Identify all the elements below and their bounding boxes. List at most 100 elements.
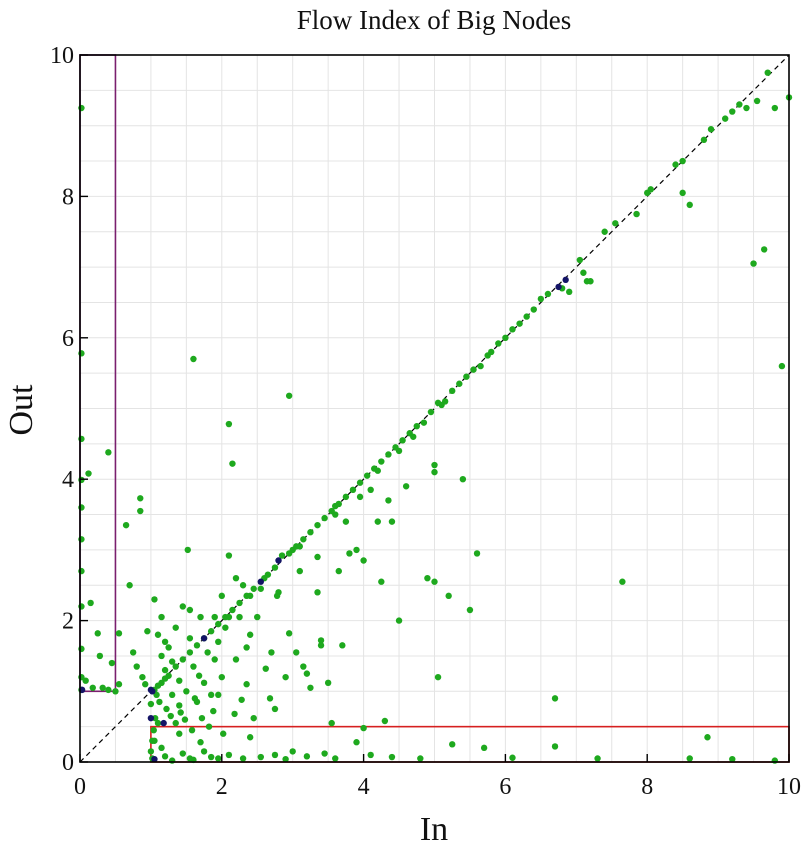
data-point	[516, 320, 523, 327]
data-point	[273, 592, 281, 600]
data-point	[374, 518, 381, 525]
data-point	[385, 497, 392, 504]
data-point	[78, 536, 85, 543]
data-point	[349, 486, 357, 494]
data-point	[87, 599, 94, 607]
data-point	[566, 288, 573, 296]
data-point	[402, 483, 410, 490]
data-point	[406, 430, 413, 437]
y-tick-label: 0	[62, 750, 74, 776]
data-point	[225, 751, 233, 759]
data-point	[238, 696, 245, 703]
data-point	[184, 546, 191, 554]
data-point	[229, 460, 236, 467]
data-point	[126, 582, 133, 589]
plot-frame	[79, 54, 790, 763]
data-point	[679, 189, 686, 197]
data-point	[271, 705, 279, 713]
data-point	[619, 578, 626, 585]
data-point	[268, 649, 275, 656]
data-point	[144, 628, 151, 635]
data-point	[207, 628, 215, 635]
data-point	[215, 638, 222, 646]
data-point	[232, 656, 240, 663]
data-point	[229, 606, 236, 614]
data-point	[262, 665, 269, 672]
data-point	[207, 691, 215, 699]
data-point	[239, 755, 247, 762]
data-point	[78, 350, 85, 357]
data-point	[176, 730, 183, 737]
data-point	[215, 755, 222, 762]
data-point	[289, 748, 296, 755]
data-point	[160, 719, 167, 727]
data-point	[285, 392, 293, 399]
data-point	[179, 656, 187, 663]
data-point	[721, 115, 729, 122]
data-point	[285, 630, 293, 637]
x-tick-label: 10	[777, 774, 801, 800]
data-point	[218, 673, 225, 681]
data-point	[239, 582, 247, 589]
data-point	[551, 743, 559, 750]
data-point	[335, 567, 342, 575]
data-point	[282, 755, 289, 763]
data-point	[736, 101, 743, 108]
data-point	[395, 617, 403, 624]
data-point	[530, 306, 537, 313]
data-point	[332, 755, 339, 762]
x-tick-label: 2	[216, 774, 228, 800]
data-point	[231, 710, 238, 718]
y-tick-label: 6	[62, 326, 74, 352]
data-point	[317, 642, 325, 649]
data-point	[188, 726, 196, 734]
x-tick-label: 6	[499, 774, 511, 800]
plot-border	[79, 54, 790, 763]
data-point	[385, 451, 392, 458]
data-point	[328, 719, 335, 727]
data-point	[399, 437, 406, 444]
data-point	[250, 585, 257, 592]
data-point	[282, 673, 289, 681]
data-point	[176, 677, 183, 684]
data-point	[463, 373, 470, 380]
data-point	[176, 702, 183, 709]
data-point	[105, 686, 112, 694]
data-point	[456, 380, 463, 387]
data-point	[78, 567, 85, 575]
data-point	[303, 670, 311, 677]
data-point	[168, 658, 176, 665]
data-point	[459, 476, 467, 483]
data-point	[78, 603, 85, 610]
data-point	[420, 419, 428, 426]
data-point	[210, 707, 217, 715]
data-point	[477, 362, 484, 370]
data-point	[743, 104, 750, 112]
data-point	[211, 613, 218, 621]
data-point	[704, 734, 711, 741]
data-point	[168, 691, 176, 699]
data-point	[587, 278, 594, 285]
data-point	[342, 493, 350, 501]
data-point	[647, 186, 654, 193]
data-point	[156, 698, 163, 706]
data-point	[321, 750, 328, 757]
data-point	[190, 663, 197, 670]
data-point	[342, 518, 350, 525]
data-point	[133, 663, 140, 670]
data-point	[434, 673, 442, 681]
y-axis-label: Out	[3, 384, 40, 436]
data-point	[374, 467, 381, 474]
data-point	[502, 334, 509, 341]
grid	[79, 54, 790, 763]
data-point	[147, 748, 155, 755]
data-point	[271, 751, 279, 759]
data-point	[168, 757, 176, 764]
data-point	[96, 652, 104, 660]
data-point	[750, 260, 757, 267]
data-point	[177, 709, 184, 716]
data-point	[186, 649, 194, 656]
data-point	[198, 714, 206, 722]
data-point	[293, 649, 300, 656]
data-point	[300, 663, 307, 670]
